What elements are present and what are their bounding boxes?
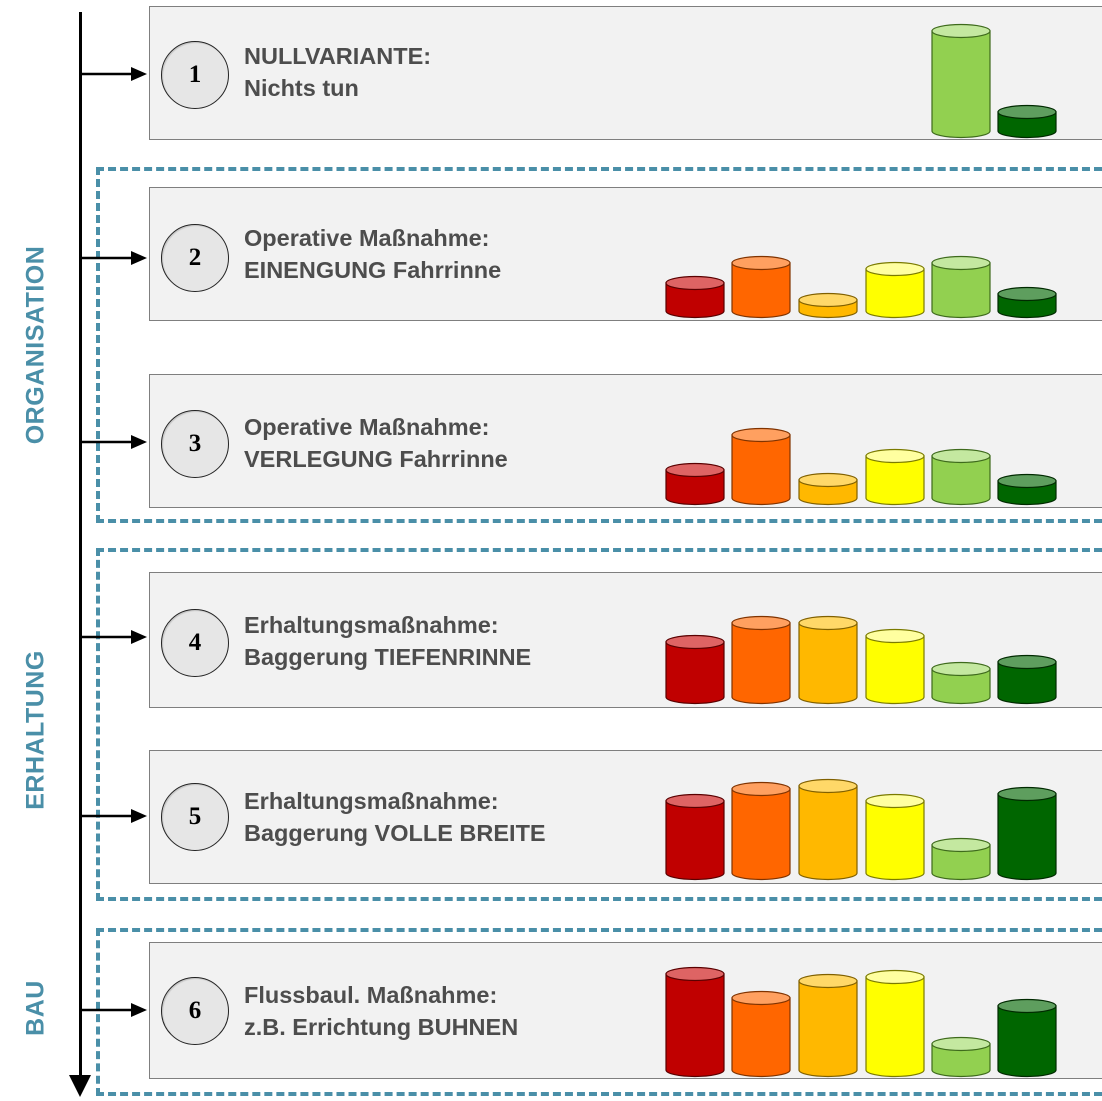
step-number-5: 5 [161,783,229,851]
row-title-line1: Operative Maßnahme: [244,414,490,440]
row-title-line2: VERLEGUNG Fahrrinne [244,446,508,472]
row-title-line2: z.B. Errichtung BUHNEN [244,1014,519,1040]
arrow-icon [81,630,147,644]
row-title-3: Operative Maßnahme: VERLEGUNG Fahrrinne [244,411,508,475]
row-title-line2: Baggerung VOLLE BREITE [244,820,546,846]
group-bau [96,928,1102,1096]
arrow-icon [81,435,147,449]
step-number-1: 1 [161,41,229,109]
row-box-6 [149,942,1102,1079]
arrow-icon [81,809,147,823]
step-number-4: 4 [161,609,229,677]
row-title-line1: NULLVARIANTE: [244,43,432,69]
row-title-line1: Flussbaul. Maßnahme: [244,982,498,1008]
step-number-3: 3 [161,410,229,478]
row-title-line2: Baggerung TIEFENRINNE [244,644,532,670]
row-title-line1: Operative Maßnahme: [244,225,490,251]
row-title-line2: EINENGUNG Fahrrinne [244,257,502,283]
group-organisation [96,167,1102,523]
row-title-1: NULLVARIANTE: Nichts tun [244,40,431,104]
arrow-icon [81,1003,147,1017]
row-title-line1: Erhaltungsmaßnahme: [244,788,499,814]
row-title-5: Erhaltungsmaßnahme: Baggerung VOLLE BREI… [244,785,546,849]
row-title-6: Flussbaul. Maßnahme: z.B. Errichtung BUH… [244,979,518,1043]
group-erhaltung [96,548,1102,901]
group-label-erhaltung: ERHALTUNG [21,650,50,810]
row-title-line1: Erhaltungsmaßnahme: [244,612,499,638]
group-label-bau: BAU [21,980,50,1036]
arrow-icon [81,67,147,81]
row-title-4: Erhaltungsmaßnahme: Baggerung TIEFENRINN… [244,609,531,673]
row-title-line2: Nichts tun [244,75,359,101]
row-title-2: Operative Maßnahme: EINENGUNG Fahrrinne [244,222,501,286]
group-label-organisation: ORGANISATION [21,245,50,445]
step-number-6: 6 [161,977,229,1045]
arrow-icon [81,251,147,265]
timeline-axis [79,12,82,1075]
step-number-2: 2 [161,224,229,292]
timeline-arrowhead [69,1075,91,1097]
